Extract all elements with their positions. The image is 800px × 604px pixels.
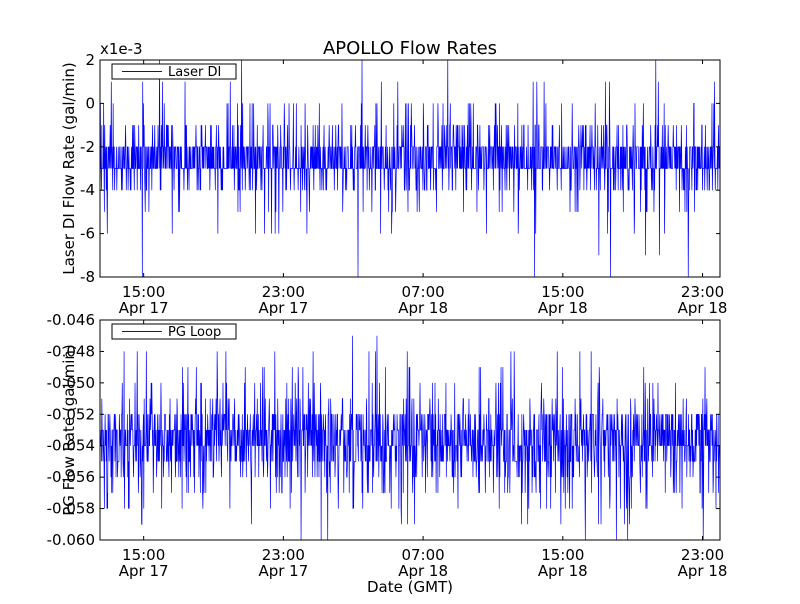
x-tick-date-label: Apr 18 xyxy=(678,562,728,580)
series-line-laser-di xyxy=(100,60,720,277)
pg-loop-panel: -0.046 -0.048 -0.050 -0.052 -0.054 -0.056 -0.0… xyxy=(47,311,728,580)
y-tick-label: 0 xyxy=(85,94,95,112)
y-tick-label: -0.048 xyxy=(47,342,95,360)
y-tick-label: -6 xyxy=(80,225,95,243)
y-tick-label: -0.052 xyxy=(47,405,95,423)
x-tick-time-label: 15:00 xyxy=(122,546,165,564)
y-tick-label: -0.060 xyxy=(47,531,95,549)
x-tick-time-label: 07:00 xyxy=(401,283,444,301)
x-tick-time-label: 23:00 xyxy=(262,546,305,564)
x-tick-date-label: Apr 17 xyxy=(119,299,169,317)
x-tick-date-label: Apr 17 xyxy=(119,562,169,580)
y-tick-label: -2 xyxy=(80,138,95,156)
legend-box xyxy=(111,323,237,340)
x-tick-date-label: Apr 17 xyxy=(258,299,308,317)
laser-di-y-ticks: 2 0 -2 -4 -6 -8 xyxy=(80,51,720,286)
y-tick-label: 2 xyxy=(85,51,95,69)
x-tick-date-label: Apr 18 xyxy=(398,299,448,317)
x-tick-time-label: 15:00 xyxy=(541,283,584,301)
legend-box xyxy=(111,63,237,80)
pg-loop-y-ticks: -0.046 -0.048 -0.050 -0.052 -0.054 -0.056 -0.0… xyxy=(47,311,720,549)
x-tick-time-label: 07:00 xyxy=(401,546,444,564)
legend-label: Laser DI xyxy=(168,65,221,80)
legend-label: PG Loop xyxy=(168,325,221,340)
pg-loop-legend: PG Loop xyxy=(111,323,237,340)
x-tick-date-label: Apr 18 xyxy=(678,299,728,317)
laser-di-y-axis-label: Laser DI Flow Rate (gal/min) xyxy=(60,62,78,274)
y-tick-label: -0.046 xyxy=(47,311,95,329)
laser-di-series xyxy=(100,60,720,277)
x-tick-time-label: 15:00 xyxy=(122,283,165,301)
y-tick-label: -0.056 xyxy=(47,468,95,486)
laser-di-legend: Laser DI xyxy=(111,63,237,80)
pg-loop-series xyxy=(100,335,720,540)
x-tick-date-label: Apr 18 xyxy=(538,299,588,317)
x-tick-time-label: 15:00 xyxy=(541,546,584,564)
x-axis-label: Date (GMT) xyxy=(367,578,453,596)
x-tick-time-label: 23:00 xyxy=(262,283,305,301)
y-tick-label: -4 xyxy=(80,181,95,199)
x-tick-date-label: Apr 17 xyxy=(258,562,308,580)
x-tick-date-label: Apr 18 xyxy=(538,562,588,580)
y-tick-label: -0.050 xyxy=(47,374,95,392)
y-tick-label: -0.054 xyxy=(47,437,95,455)
y-tick-label: -0.058 xyxy=(47,500,95,518)
laser-di-offset-text: x1e-3 xyxy=(100,40,143,58)
pg-loop-y-axis-label: PG Flow Rate (gal/min) xyxy=(60,344,78,516)
x-tick-time-label: 23:00 xyxy=(681,283,724,301)
x-tick-date-label: Apr 18 xyxy=(398,562,448,580)
y-tick-label: -8 xyxy=(80,268,95,286)
figure-title: APOLLO Flow Rates xyxy=(323,38,497,59)
x-tick-time-label: 23:00 xyxy=(681,546,724,564)
series-line-pg-loop xyxy=(100,335,720,540)
pg-loop-axes-frame xyxy=(99,319,721,541)
laser-di-axes-frame xyxy=(99,59,721,278)
